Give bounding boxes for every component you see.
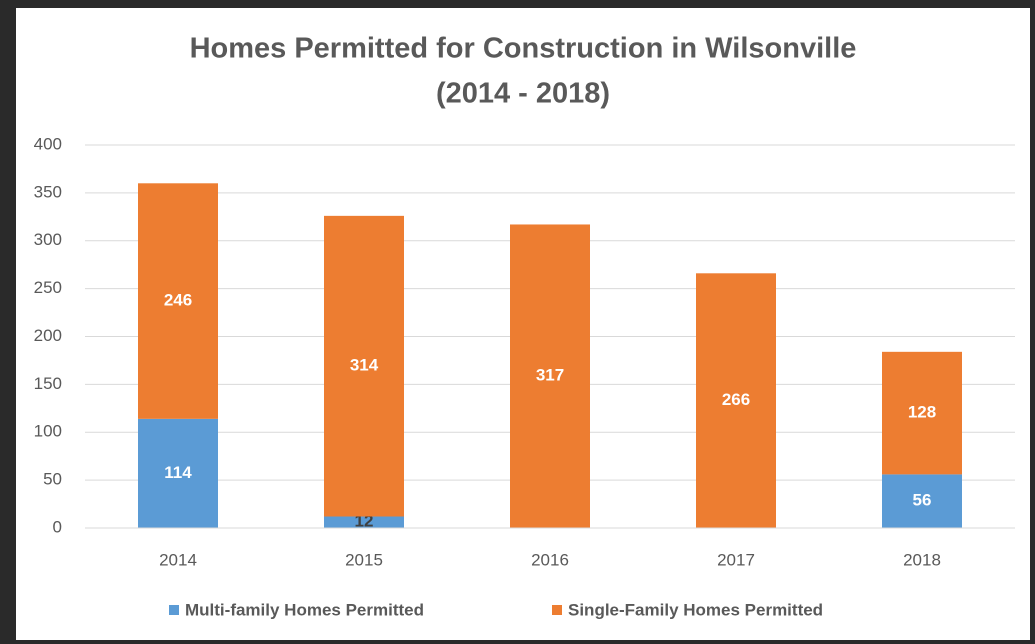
data-label: 56 [913, 491, 932, 510]
x-tick-label: 2015 [345, 550, 383, 569]
data-label: 317 [536, 366, 564, 385]
chart-subtitle: (2014 - 2018) [436, 78, 610, 110]
chart-title: Homes Permitted for Construction in Wils… [190, 33, 857, 65]
y-tick-label: 200 [34, 326, 62, 345]
bar-segment [324, 215, 404, 517]
y-tick-label: 50 [43, 470, 62, 489]
legend-swatch [552, 605, 562, 615]
legend-swatch [169, 605, 179, 615]
x-tick-label: 2017 [717, 550, 755, 569]
legend-label: Multi-family Homes Permitted [185, 600, 424, 619]
data-label: 314 [350, 356, 379, 375]
bar-segment [510, 224, 590, 528]
y-tick-label: 350 [34, 182, 62, 201]
y-tick-label: 150 [34, 374, 62, 393]
x-tick-label: 2018 [903, 550, 941, 569]
y-tick-label: 100 [34, 422, 62, 441]
bar-segment [882, 351, 962, 475]
x-tick-label: 2016 [531, 550, 569, 569]
bar-segment [138, 183, 218, 419]
y-tick-label: 300 [34, 230, 62, 249]
data-label: 266 [722, 390, 750, 409]
data-label: 114 [164, 463, 192, 482]
data-label: 246 [164, 291, 192, 310]
y-tick-label: 400 [34, 134, 62, 153]
y-tick-label: 250 [34, 278, 62, 297]
bar-segment [696, 273, 776, 528]
legend-label: Single-Family Homes Permitted [568, 600, 823, 619]
bar-segment [324, 516, 404, 528]
y-tick-label: 0 [53, 517, 62, 536]
bar-segment [138, 418, 218, 528]
data-label: 128 [908, 403, 936, 422]
x-tick-label: 2014 [159, 550, 197, 569]
bar-segment [882, 474, 962, 528]
